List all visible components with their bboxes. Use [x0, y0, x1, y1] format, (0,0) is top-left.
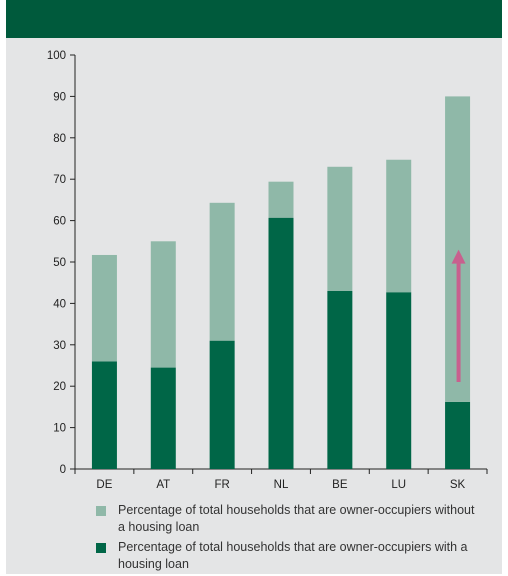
y-tick-label-90: 90 [53, 91, 66, 103]
y-tick-label-100: 100 [47, 50, 66, 62]
bar-lu-series-1 [386, 159, 412, 293]
chart-legend: Percentage of total households that are … [96, 502, 476, 576]
bar-fr-series-1 [209, 202, 235, 341]
y-tick-label-10: 10 [53, 423, 66, 435]
x-tick-label-be: BE [332, 479, 348, 491]
y-tick-label-0: 0 [60, 464, 66, 476]
bar-be-series-1 [327, 166, 353, 291]
y-tick-label-50: 50 [53, 257, 66, 269]
bar-de-series-0 [91, 361, 117, 469]
chart-panel [6, 0, 502, 574]
bar-fr-series-0 [209, 340, 235, 469]
annotation-arrow-head [451, 249, 466, 264]
legend-swatch-without-loan [96, 506, 106, 516]
legend-item-without-loan: Percentage of total households that are … [96, 502, 476, 536]
x-tick-label-nl: NL [274, 479, 289, 491]
bar-be-series-0 [327, 290, 353, 469]
y-tick-label-60: 60 [53, 216, 66, 228]
stacked-bar-chart: 0 10 20 30 40 50 60 70 80 90 100 DE AT FR NL BE LU SK [47, 50, 488, 491]
x-tick-label-fr: FR [214, 479, 229, 491]
x-tick-label-sk: SK [450, 479, 466, 491]
legend-swatch-with-loan [96, 543, 106, 553]
x-tick-label-lu: LU [391, 479, 406, 491]
bar-at-series-1 [150, 241, 176, 368]
x-tick-label-at: AT [156, 479, 170, 491]
x-tick-label-de: DE [96, 479, 112, 491]
legend-item-with-loan: Percentage of total households that are … [96, 539, 476, 573]
legend-label-without-loan: Percentage of total households that are … [118, 503, 475, 534]
bar-nl-series-1 [268, 181, 294, 218]
bar-nl-series-0 [268, 217, 294, 469]
bar-sk-series-0 [445, 401, 471, 469]
y-tick-label-80: 80 [53, 133, 66, 145]
y-tick-label-70: 70 [53, 174, 66, 186]
bar-lu-series-0 [386, 292, 412, 469]
legend-label-with-loan: Percentage of total households that are … [118, 540, 468, 571]
y-tick-label-30: 30 [53, 340, 66, 352]
bar-at-series-0 [150, 367, 176, 469]
y-tick-label-40: 40 [53, 298, 66, 310]
y-tick-label-20: 20 [53, 381, 66, 393]
chart-header [6, 0, 502, 38]
bar-de-series-1 [91, 254, 117, 362]
